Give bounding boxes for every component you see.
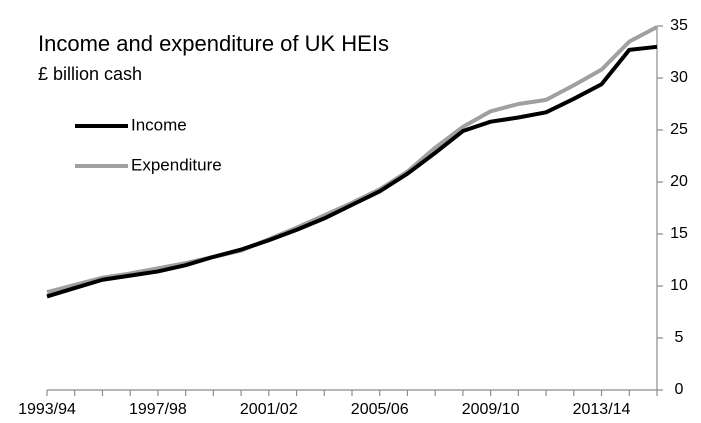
y-tick-label: 20 [670,173,688,190]
chart-title: Income and expenditure of UK HEIs [38,31,389,56]
chart-subtitle: £ billion cash [38,64,142,84]
y-tick-label: 15 [670,225,688,242]
x-tick-label: 2001/02 [240,401,298,418]
legend-label: Income [131,115,187,134]
x-tick-label: 2005/06 [351,401,409,418]
y-tick-label: 30 [670,69,688,86]
y-tick-label: 5 [675,329,684,346]
y-tick-label: 25 [670,121,688,138]
y-tick-label: 10 [670,277,688,294]
x-tick-label: 2009/10 [462,401,520,418]
x-tick-label: 2013/14 [573,401,631,418]
line-series [46,44,658,299]
legend-label: Expenditure [131,155,222,174]
x-tick-label: 1997/98 [129,401,187,418]
x-tick-label: 1993/94 [18,401,76,418]
y-tick-label: 0 [675,381,684,398]
y-tick-label: 35 [670,17,688,34]
